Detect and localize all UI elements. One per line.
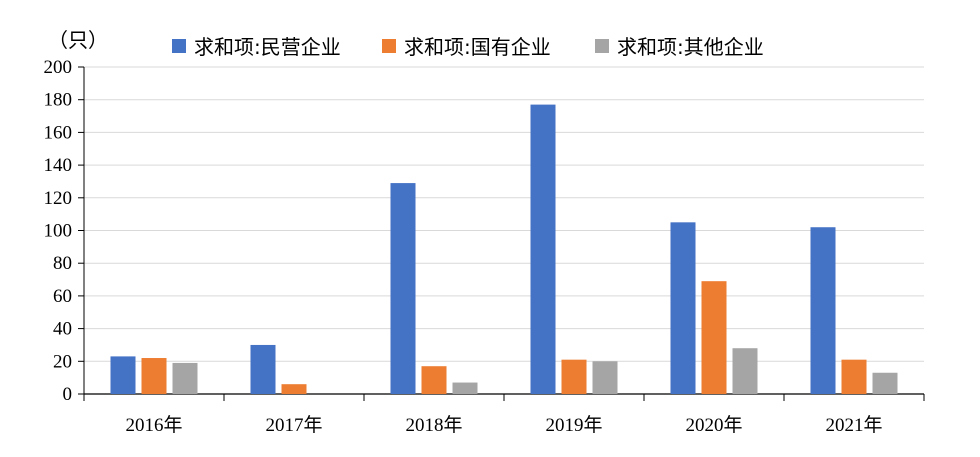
legend-label: 求和项:民营企业: [194, 35, 341, 59]
y-tick-label: 120: [44, 188, 73, 209]
y-tick-label: 160: [44, 122, 73, 143]
y-tick-label: 140: [44, 155, 73, 176]
bar-2-2021年: [841, 359, 867, 394]
bar-2-2018年: [421, 366, 447, 394]
legend-swatch: [382, 39, 396, 53]
bar-3-2020年: [732, 348, 758, 394]
bar-2-2020年: [701, 281, 727, 394]
legend-item: 求和项:民营企业: [172, 35, 341, 59]
x-tick-label: 2021年: [825, 414, 882, 436]
legend-swatch: [172, 39, 186, 53]
y-tick-label: 100: [44, 221, 73, 242]
bar-1-2020年: [670, 222, 696, 394]
bar-1-2019年: [530, 104, 556, 394]
bar-3-2019年: [592, 361, 618, 394]
bar-2-2017年: [281, 384, 307, 394]
bars: [110, 104, 898, 394]
y-tick-label: 20: [53, 351, 72, 372]
legend-item: 求和项:其他企业: [595, 35, 764, 59]
legend-label: 求和项:国有企业: [404, 35, 551, 59]
y-tick-label: 40: [53, 319, 72, 340]
bar-2-2016年: [141, 358, 167, 394]
x-tick-label: 2016年: [125, 414, 182, 436]
legend-item: 求和项:国有企业: [382, 35, 551, 59]
legend: 求和项:民营企业 求和项:国有企业 求和项:其他企业: [172, 35, 764, 59]
y-axis: 0 20 40 60 80 100 120 140 160 180 200: [44, 57, 85, 405]
bar-1-2016年: [110, 356, 136, 394]
legend-label: 求和项:其他企业: [617, 35, 764, 59]
y-tick-label: 200: [44, 57, 73, 78]
bar-3-2018年: [452, 382, 478, 394]
x-tick-label: 2017年: [265, 414, 322, 436]
x-tick-label: 2018年: [405, 414, 462, 436]
bar-3-2016年: [172, 362, 198, 394]
bar-1-2018年: [390, 183, 416, 394]
y-tick-label: 180: [44, 90, 73, 111]
bar-1-2021年: [810, 227, 836, 394]
bar-1-2017年: [250, 344, 276, 394]
x-axis: 2016年 2017年 2018年 2019年 2020年 2021年: [83, 393, 925, 436]
x-tick-label: 2019年: [545, 414, 602, 436]
x-tick-label: 2020年: [685, 414, 742, 436]
gridlines: [84, 66, 924, 362]
y-unit-label: （只）: [48, 28, 108, 52]
y-tick-label: 0: [63, 384, 73, 405]
legend-swatch: [595, 39, 609, 53]
y-tick-label: 80: [53, 253, 72, 274]
y-tick-label: 60: [53, 286, 72, 307]
bar-2-2019年: [561, 359, 587, 394]
bar-3-2021年: [872, 372, 898, 394]
